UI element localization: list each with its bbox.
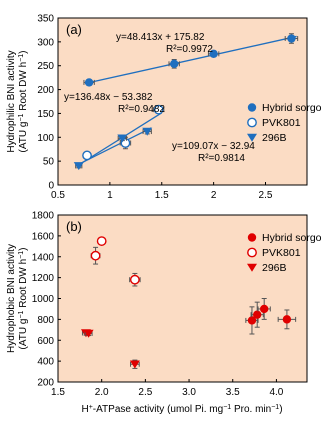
y-tick-label: 1800 [32, 211, 55, 222]
data-point [90, 250, 101, 261]
data-point [287, 34, 296, 43]
data-point [82, 150, 92, 161]
data-point [253, 310, 262, 319]
y-tick-label: 50 [43, 157, 55, 168]
x-tick-label: 2.0 [95, 387, 109, 398]
legend-label: 296B [262, 262, 287, 274]
panel-b: 200 400 600 800 1000 1200 1400 1600 1800 1.5 2.0 2.… [6, 211, 322, 399]
y-axis-title: Hydrophilic BNI activity (ATU g−1 Root DW… [6, 50, 29, 152]
legend-marker [247, 233, 257, 242]
y-tick-label: 250 [37, 61, 54, 72]
y-tick-label: 1600 [32, 231, 55, 242]
fit-r-squared: R²=0.9482 [118, 104, 165, 115]
y-axis-title-line2: (ATU g−1 Root DW h−1) [18, 51, 30, 153]
legend-label: Hybrid sorgo [262, 232, 322, 244]
fit-equation: y=136.48x − 53.382 [64, 92, 153, 103]
data-point [83, 329, 94, 338]
x-tick-label: 2.5 [138, 387, 152, 398]
y-tick-label: 1400 [32, 252, 55, 263]
data-point [153, 104, 164, 115]
x-tick-label: 2.5 [259, 190, 273, 201]
x-tick-label: 2 [211, 190, 217, 201]
x-tick-label: 3.5 [226, 387, 240, 398]
fit-r-squared: R²=0.9972 [166, 44, 213, 55]
legend-label: 296B [262, 132, 287, 144]
y-tick-label: 300 [37, 37, 54, 48]
y-axis-title-line2: (ATU g−1 Root DW h−1) [18, 248, 30, 350]
y-axis-title-line1: Hydrophobic BNI activity [6, 244, 17, 353]
y-tick-label: 200 [37, 85, 54, 96]
data-point [247, 316, 257, 325]
fit-r-squared: R²=0.9814 [198, 153, 245, 164]
y-axis-title: Hydrophobic BNI activity (ATU g−1 Root DW… [6, 244, 29, 353]
x-tick-label: 1.5 [155, 190, 169, 201]
legend-marker [247, 263, 257, 272]
data-point [282, 315, 292, 324]
data-point [209, 49, 218, 58]
data-point [84, 78, 94, 87]
fit-equation: y=48.413x + 175.82 [116, 32, 205, 43]
data-point [73, 162, 84, 171]
fit-equation: y=109.07x − 32.94 [172, 141, 255, 152]
data-point [96, 236, 107, 246]
panel-a: 0 50 100 150 200 250 300 350 0.5 1 1.5 2 2.5 (a) Hybri… [6, 14, 322, 202]
y-axis-title-line1: Hydrophilic BNI activity [6, 50, 17, 152]
y-tick-label: 800 [37, 315, 54, 326]
y-tick-label: 350 [37, 14, 54, 25]
trend-line [84, 35, 297, 85]
y-tick-label: 100 [37, 133, 54, 144]
x-tick-label: 0.5 [51, 190, 65, 201]
legend-marker [247, 247, 257, 258]
legend-marker [247, 133, 257, 142]
legend-label: PVK801 [262, 247, 301, 259]
x-tick-label: 4.0 [269, 387, 283, 398]
plot-area [58, 18, 307, 185]
y-tick-label: 1200 [32, 273, 55, 284]
y-tick-label: 400 [37, 357, 54, 368]
y-tick-label: 600 [37, 336, 54, 347]
legend-marker [247, 117, 257, 128]
data-point [259, 304, 269, 314]
plot-frame [57, 17, 308, 186]
legend-label: Hybrid sorgo [262, 102, 322, 114]
y-tick-label: 0 [48, 181, 54, 192]
y-tick-label: 200 [37, 378, 54, 389]
x-tick-label: 1.5 [51, 387, 65, 398]
panel-label: (a) [66, 22, 82, 37]
data-point [129, 360, 140, 369]
panel-label: (b) [66, 219, 82, 234]
plot-frame [57, 214, 308, 383]
data-point [117, 134, 128, 143]
data-point [170, 59, 179, 69]
data-point [142, 127, 153, 136]
x-tick-label: 3.0 [182, 387, 196, 398]
y-tick-label: 150 [37, 109, 54, 120]
legend-label: PVK801 [262, 117, 301, 129]
x-tick-label: 1 [107, 190, 113, 201]
x-axis-title: H+-ATPase activity (umol Pi. mg−1 Pro. m… [81, 404, 282, 416]
y-tick-label: 1000 [32, 294, 55, 305]
data-point [129, 274, 140, 285]
legend-marker [247, 103, 257, 112]
